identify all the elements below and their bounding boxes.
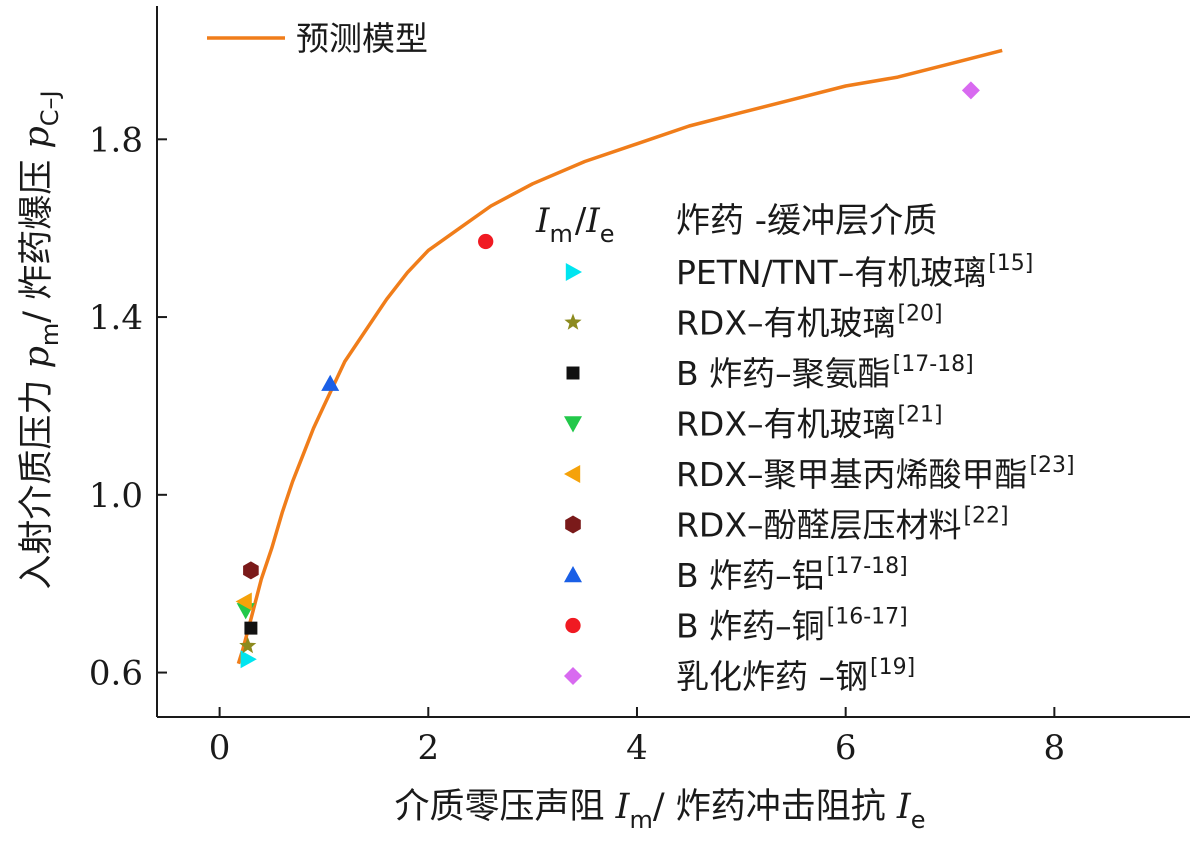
y-tick-label: 1.0	[89, 476, 143, 516]
x-tick-label: 6	[835, 728, 857, 768]
legend-marker	[564, 416, 582, 433]
data-point	[240, 650, 257, 669]
data-point	[321, 374, 340, 391]
y-tick-label: 1.4	[89, 298, 143, 338]
legend-header: Im/Ie 炸药 -缓冲层介质	[535, 201, 937, 248]
model-legend: 预测模型	[207, 19, 428, 58]
x-tick-label: 4	[626, 728, 648, 768]
legend-marker	[565, 617, 581, 634]
legend-marker	[565, 515, 581, 534]
y-tick-label: 1.8	[89, 120, 143, 160]
x-tick-label: 2	[417, 728, 439, 768]
legend-model-label: 预测模型	[296, 19, 428, 58]
y-axis-ticks: 0.6 1.0 1.4 1.8	[89, 120, 167, 694]
data-point	[239, 636, 257, 654]
model-curve	[236, 48, 1003, 665]
y-axis-title: 入射介质压力 pm/ 炸药爆压 pC–J	[17, 90, 64, 589]
legend-marker	[566, 366, 580, 380]
legend-item: RDX–聚甲基丙烯酸甲酯[23]	[676, 453, 1075, 494]
legend-marker	[564, 465, 581, 483]
legend-marker	[564, 313, 582, 330]
data-point	[244, 621, 258, 635]
data-point	[243, 561, 259, 580]
x-axis-title: 介质零压声阻 Im/ 炸药冲击阻抗 Ie	[395, 787, 926, 834]
legend-marker	[564, 667, 582, 685]
plot-area	[235, 48, 1003, 669]
x-tick-label: 8	[1044, 728, 1066, 768]
legend-item: RDX–有机玻璃[20]	[676, 302, 943, 343]
legend-marker	[565, 263, 582, 281]
legend-item: RDX–酚醛层压材料[22]	[676, 504, 1009, 545]
x-tick-label: 0	[209, 728, 231, 768]
data-point	[235, 592, 252, 611]
legend-marker	[564, 566, 582, 583]
legend-item: 乳化炸药 –钢[19]	[676, 655, 915, 696]
legend-item: B 炸药–聚氨酯[17-18]	[676, 352, 974, 393]
legend-item: B 炸药–铝[17-18]	[676, 554, 908, 595]
x-axis-ticks: 0 2 4 6 8	[209, 707, 1065, 768]
data-point	[961, 81, 980, 100]
legend-item: PETN/TNT–有机玻璃[15]	[676, 251, 1033, 292]
axis-titles: 介质零压声阻 Im/ 炸药冲击阻抗 Ie 入射介质压力 pm/ 炸药爆压 pC–J	[17, 90, 926, 834]
legend-item: RDX–有机玻璃[21]	[676, 403, 943, 444]
y-tick-label: 0.6	[89, 654, 143, 694]
legend-item: B 炸药–铜[16-17]	[676, 605, 908, 646]
data-point	[478, 233, 494, 250]
axes-frame	[156, 6, 1190, 718]
